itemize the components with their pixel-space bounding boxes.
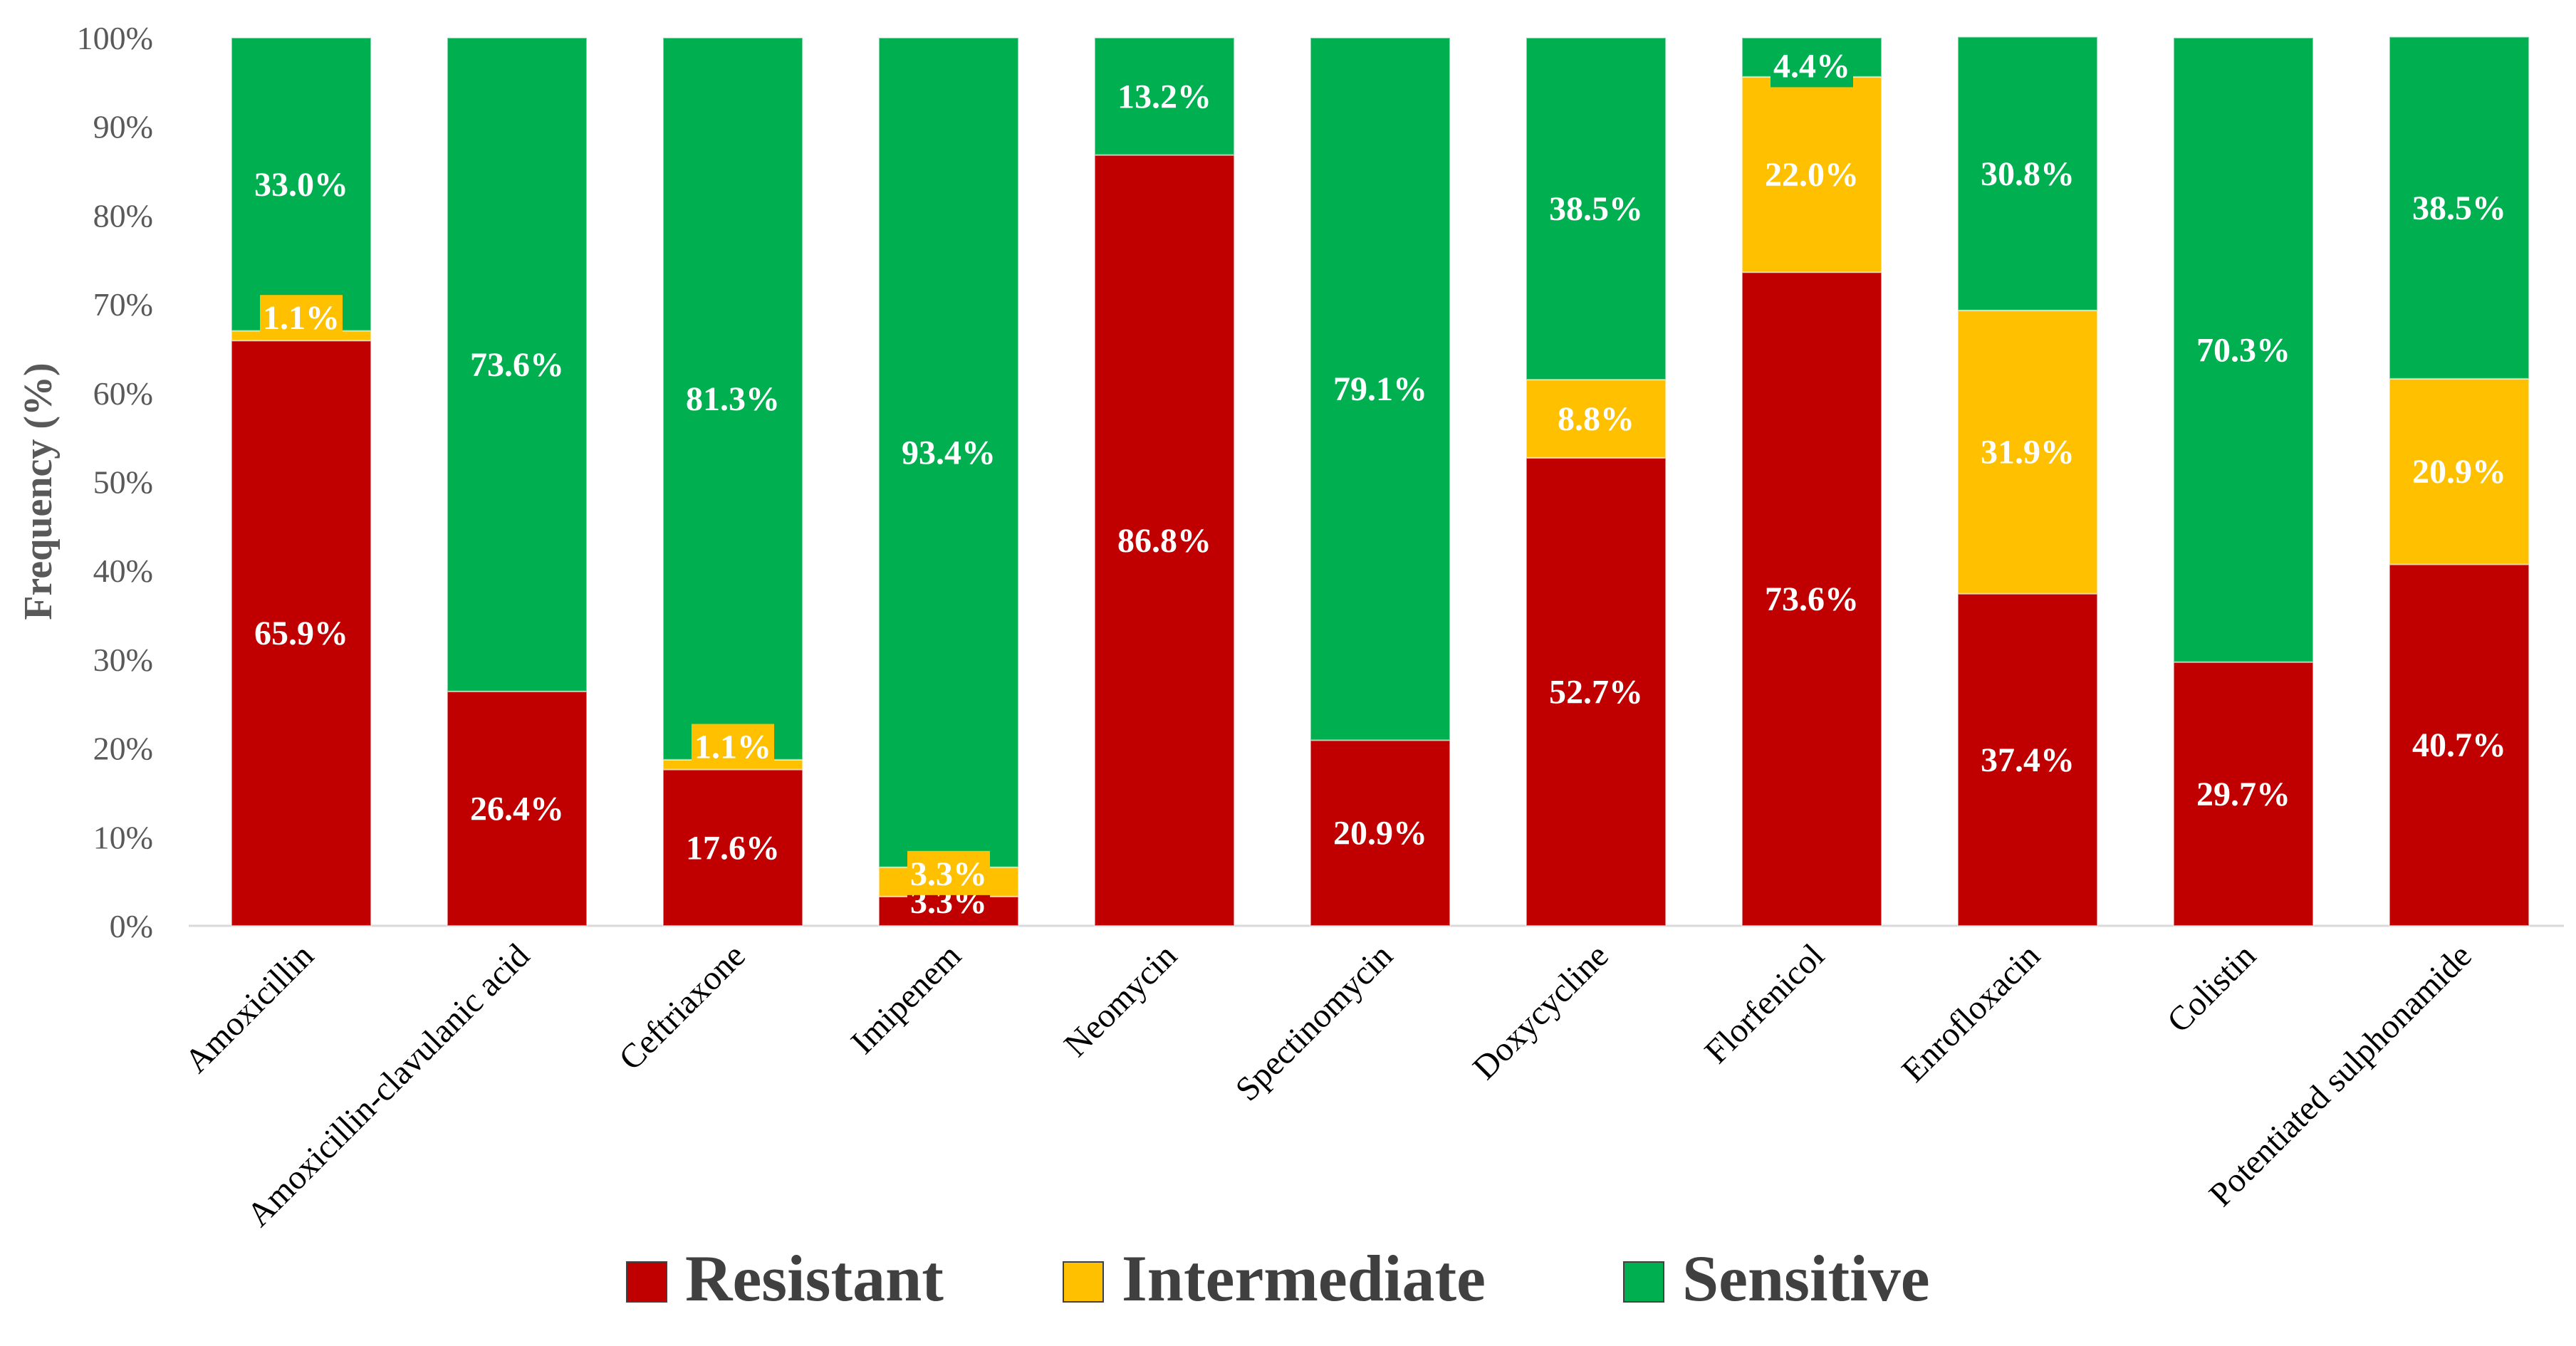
data-label-bg (1115, 73, 1214, 118)
data-label-bg (899, 429, 998, 474)
y-tick-label: 60% (93, 375, 153, 412)
legend-swatch-resistant (626, 1261, 667, 1303)
data-label-resistant-colistin: 29.7% (2196, 776, 2290, 813)
data-label-resistant-amoxicillin: 65.9% (254, 615, 348, 652)
category-label-amoxicillin: Amoxicillin (177, 937, 321, 1080)
y-tick-label: 40% (93, 553, 153, 589)
data-label-bg (683, 375, 783, 420)
data-label-bg (2409, 449, 2509, 494)
data-label-bg (260, 295, 343, 340)
data-label-sensitive-imipenem: 93.4% (902, 434, 996, 471)
data-label-intermediate-imipenem: 3.3% (910, 855, 987, 893)
data-label-resistant-florfenicol: 73.6% (1765, 580, 1859, 618)
y-tick-label: 100% (77, 20, 153, 56)
data-label-bg (1978, 150, 2077, 195)
data-label-bg (1762, 576, 1862, 621)
data-label-bg (251, 610, 351, 655)
data-label-bg (2409, 184, 2509, 229)
data-label-resistant-amoxicillin-clavulanic-acid: 26.4% (470, 790, 564, 828)
category-label-colistin: Colistin (2160, 937, 2263, 1040)
data-label-bg (2409, 722, 2509, 767)
y-axis-title-group: Frequency (%) (16, 362, 61, 620)
data-label-resistant-enrofloxacin: 37.4% (1981, 741, 2075, 779)
y-tick-label: 80% (93, 197, 153, 234)
data-label-bg (907, 850, 990, 895)
legend-swatch-intermediate (1063, 1261, 1104, 1303)
data-label-sensitive-ceftriaxone: 81.3% (686, 380, 780, 418)
data-label-bg (1546, 669, 1646, 714)
data-label-sensitive-doxycycline: 38.5% (1549, 190, 1643, 228)
y-axis-title: Frequency (%) (16, 362, 61, 620)
data-label-bg (1555, 395, 1637, 440)
legend-label-resistant: Resistant (685, 1242, 944, 1315)
data-label-intermediate-enrofloxacin: 31.9% (1981, 434, 2075, 471)
data-label-bg (1330, 366, 1430, 411)
legend: Resistant Intermediate Sensitive (626, 1242, 1930, 1315)
data-label-bg (2194, 327, 2293, 372)
category-label-imipenem: Imipenem (844, 937, 969, 1061)
y-tick-label: 30% (93, 642, 153, 678)
data-label-bg (1330, 810, 1430, 855)
y-tick-label: 50% (93, 464, 153, 501)
data-label-bg (1115, 517, 1214, 562)
data-label-bg (1978, 429, 2077, 474)
category-label-spectinomycin: Spectinomycin (1229, 937, 1400, 1108)
data-label-bg (251, 161, 351, 206)
y-tick-label: 70% (93, 286, 153, 323)
legend-label-intermediate: Intermediate (1122, 1242, 1486, 1315)
category-label-doxycycline: Doxycycline (1466, 937, 1616, 1087)
category-label-neomycin: Neomycin (1057, 937, 1184, 1064)
data-label-bg (1978, 736, 2077, 781)
data-label-bg (1546, 186, 1646, 231)
data-label-bg (467, 786, 567, 830)
y-tick-label: 10% (93, 819, 153, 855)
data-label-intermediate-amoxicillin: 1.1% (263, 299, 340, 337)
data-label-resistant-doxycycline: 52.7% (1549, 673, 1643, 711)
category-label-ceftriaxone: Ceftriaxone (612, 937, 753, 1078)
data-label-sensitive-amoxicillin-clavulanic-acid: 73.6% (470, 346, 564, 384)
category-label-enrofloxacin: Enrofloxacin (1894, 937, 2048, 1090)
data-label-resistant-spectinomycin: 20.9% (1333, 815, 1427, 852)
data-label-sensitive-potentiated-sulphonamide: 38.5% (2412, 189, 2506, 227)
y-tick-label: 0% (110, 908, 153, 944)
data-label-bg (683, 825, 783, 870)
legend-label-sensitive: Sensitive (1682, 1242, 1930, 1315)
data-label-bg (467, 341, 567, 386)
data-labels-group: 65.9% 1.1% 33.0% 26.4% 73.6% 17.6% 1.1% 81.3% 3.… (251, 43, 2509, 923)
data-label-sensitive-florfenicol: 4.4% (1773, 47, 1850, 85)
y-tick-label: 90% (93, 109, 153, 145)
data-label-resistant-potentiated-sulphonamide: 40.7% (2412, 726, 2506, 764)
data-label-bg (692, 724, 774, 768)
data-label-intermediate-ceftriaxone: 1.1% (694, 729, 771, 766)
data-label-bg (1762, 152, 1862, 197)
y-axis-ticks: 0% 10% 20% 30% 40% 50% 60% 70% 80% 90% 100% (77, 20, 153, 944)
category-label-florfenicol: Florfenicol (1697, 937, 1831, 1070)
data-label-sensitive-amoxicillin: 33.0% (254, 166, 348, 204)
data-label-sensitive-colistin: 70.3% (2196, 331, 2290, 369)
data-label-intermediate-doxycycline: 8.8% (1558, 400, 1634, 438)
bars-group (231, 36, 2530, 927)
data-label-sensitive-neomycin: 13.2% (1117, 78, 1211, 115)
data-label-resistant-neomycin: 86.8% (1117, 522, 1211, 560)
data-label-intermediate-potentiated-sulphonamide: 20.9% (2412, 453, 2506, 491)
y-tick-label: 20% (93, 731, 153, 767)
legend-swatch-sensitive (1623, 1261, 1664, 1303)
data-label-intermediate-florfenicol: 22.0% (1765, 156, 1859, 194)
data-label-resistant-ceftriaxone: 17.6% (686, 829, 780, 867)
data-label-sensitive-spectinomycin: 79.1% (1333, 370, 1427, 408)
data-label-bg (1771, 43, 1853, 88)
data-label-sensitive-enrofloxacin: 30.8% (1981, 155, 2075, 193)
data-label-bg (2194, 771, 2293, 815)
